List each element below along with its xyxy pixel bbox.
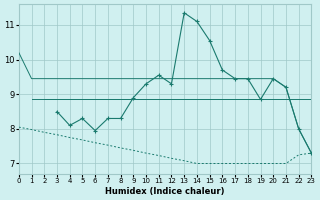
X-axis label: Humidex (Indice chaleur): Humidex (Indice chaleur) <box>105 187 225 196</box>
